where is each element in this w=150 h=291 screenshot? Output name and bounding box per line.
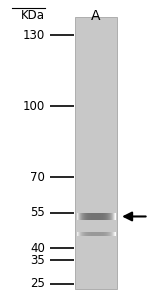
Text: 25: 25: [30, 277, 45, 290]
Text: 35: 35: [30, 254, 45, 267]
Text: 130: 130: [23, 29, 45, 42]
Bar: [75, 17, 117, 289]
Text: KDa: KDa: [21, 10, 45, 22]
Text: 40: 40: [30, 242, 45, 255]
Text: 100: 100: [23, 100, 45, 113]
Text: 70: 70: [30, 171, 45, 184]
Text: A: A: [90, 10, 100, 24]
Text: 55: 55: [30, 206, 45, 219]
